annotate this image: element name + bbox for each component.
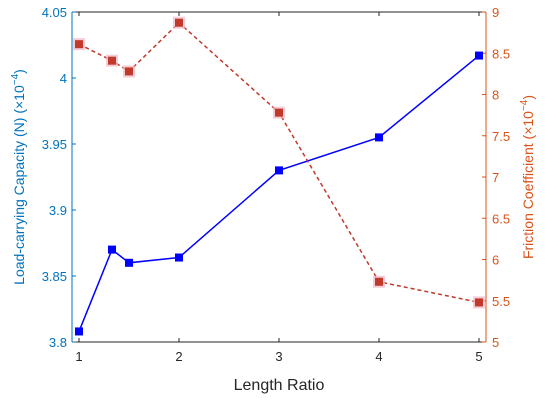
plot-area xyxy=(71,11,487,343)
left-y-axis-title: Load-carrying Capacity (N) (×10−4) xyxy=(10,69,27,285)
left-y-axis-ticks: 3.8 3.85 3.9 3.95 4 4.05 xyxy=(42,5,76,350)
load-capacity-point xyxy=(75,327,83,336)
right-y-tick-label: 8 xyxy=(492,88,499,103)
left-y-tick-label: 4 xyxy=(60,71,67,86)
friction-coefficient-point xyxy=(475,298,483,307)
right-y-axis-title: Friction Coefficient (×10−4) xyxy=(519,95,536,259)
left-y-tick-label: 3.9 xyxy=(49,203,67,218)
right-y-tick-label: 9 xyxy=(492,5,499,20)
friction-coefficient-point xyxy=(375,277,383,286)
load-capacity-point xyxy=(175,253,183,262)
right-y-tick-label: 7.5 xyxy=(492,129,510,144)
right-y-tick-label: 6 xyxy=(492,253,499,268)
right-y-tick-label: 8.5 xyxy=(492,46,510,61)
friction-coefficient-point xyxy=(75,40,83,49)
x-tick-label: 3 xyxy=(275,349,282,364)
left-y-tick-label: 3.8 xyxy=(49,335,67,350)
load-capacity-point xyxy=(375,133,383,142)
load-capacity-point xyxy=(475,51,483,60)
friction-coefficient-point xyxy=(125,67,133,76)
left-y-tick-label: 3.95 xyxy=(42,137,67,152)
x-tick-label: 1 xyxy=(75,349,82,364)
right-y-tick-label: 5 xyxy=(492,335,499,350)
friction-coefficient-series-line xyxy=(78,21,480,304)
load-capacity-point xyxy=(125,258,133,267)
load-capacity-point xyxy=(108,245,116,254)
x-tick-label: 5 xyxy=(475,349,482,364)
x-axis-ticks: 1 2 3 4 5 xyxy=(75,12,483,364)
x-tick-label: 2 xyxy=(175,349,182,364)
series-layer xyxy=(73,16,485,336)
right-y-tick-label: 6.5 xyxy=(492,211,510,226)
load-capacity-point xyxy=(275,166,283,175)
x-axis-title: Length Ratio xyxy=(234,377,325,394)
x-tick-label: 4 xyxy=(375,349,382,364)
friction-coefficient-point xyxy=(175,18,183,27)
right-y-tick-label: 7 xyxy=(492,170,499,185)
right-y-tick-label: 5.5 xyxy=(492,294,510,309)
friction-coefficient-point xyxy=(275,108,283,117)
left-y-tick-label: 3.85 xyxy=(42,269,67,284)
friction-coefficient-point xyxy=(108,56,116,65)
right-y-axis-ticks: 5 5.5 6 6.5 7 7.5 8 8.5 9 xyxy=(482,5,510,350)
left-y-tick-label: 4.05 xyxy=(42,5,67,20)
